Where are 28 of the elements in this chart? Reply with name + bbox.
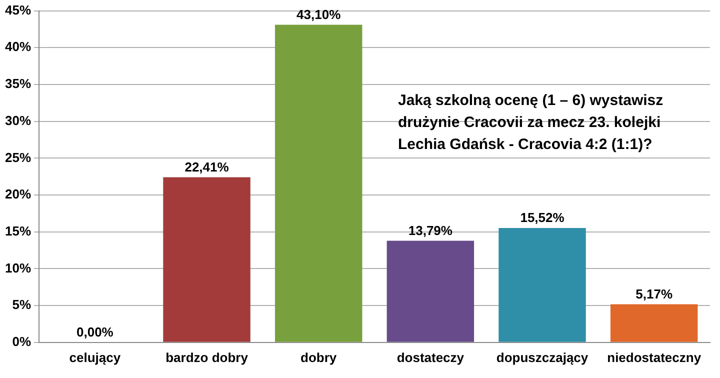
x-tick-label: celujący <box>69 350 122 365</box>
bar <box>498 228 586 342</box>
x-tick-label: dopuszczający <box>496 350 589 365</box>
data-label: 15,52% <box>520 210 565 226</box>
annotation: Jaką szkolną ocenę (1 – 6) wystawisz drużynie Cracovii za mecz 23. kolejki Lechia Gdańsk - Cracovia 4:2 (1:1)? <box>398 91 664 155</box>
bar <box>610 304 698 342</box>
y-tick-label: 20% <box>4 186 32 202</box>
data-label: 13,79% <box>408 222 453 238</box>
data-label: 0,00% <box>76 324 114 340</box>
y-tick-label: 5% <box>12 297 32 312</box>
bar <box>274 24 362 342</box>
y-tick-label: 45% <box>4 2 32 18</box>
y-tick-label: 10% <box>4 260 32 276</box>
y-tick-label: 25% <box>4 150 32 165</box>
y-tick-label: 40% <box>4 39 32 54</box>
data-label: 22,41% <box>184 159 230 174</box>
x-tick-label: bardzo dobry <box>166 350 249 365</box>
y-tick-label: 30% <box>4 112 32 128</box>
data-label: 43,10% <box>296 6 342 22</box>
x-tick-label: dobry <box>300 350 338 365</box>
x-tick-label: dostateczy <box>396 350 465 365</box>
data-label: 5,17% <box>636 286 673 302</box>
bar <box>163 177 250 342</box>
y-tick-label: 0% <box>12 334 32 349</box>
x-tick-label: niedostateczny <box>607 350 702 365</box>
bar <box>386 240 474 342</box>
y-tick-label: 15% <box>4 223 32 238</box>
y-tick-label: 35% <box>4 76 32 92</box>
